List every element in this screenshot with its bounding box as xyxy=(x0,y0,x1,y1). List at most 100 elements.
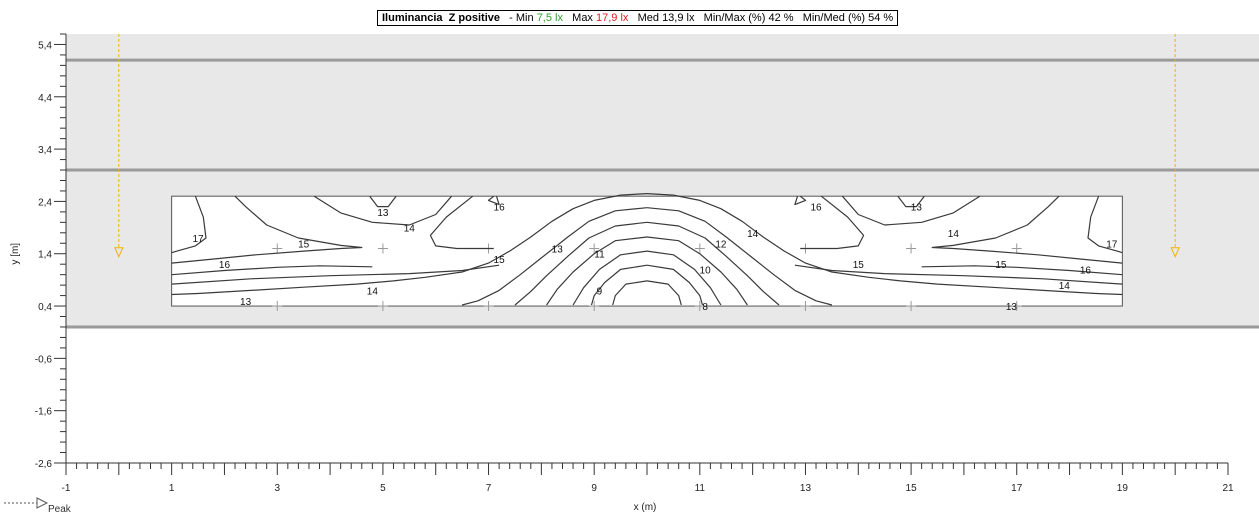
isoline xyxy=(921,265,1123,276)
isoline xyxy=(794,195,807,206)
isoline xyxy=(646,264,704,306)
x-axis-label: x (m) xyxy=(634,502,657,513)
x-tick-label: 13 xyxy=(800,483,812,494)
contour-label: 16 xyxy=(810,203,822,214)
grid-point-cross xyxy=(377,301,388,312)
contour-label: 9 xyxy=(597,286,603,297)
contour-label: 14 xyxy=(367,286,379,297)
contour-label: 13 xyxy=(1006,302,1018,313)
contour-label: 12 xyxy=(715,239,727,250)
contour-label: 15 xyxy=(995,260,1007,271)
isoline xyxy=(171,265,373,276)
y-tick-label: 4,4 xyxy=(38,93,52,104)
grid-point-cross xyxy=(906,243,917,254)
contour-label: 8 xyxy=(702,302,708,313)
y-tick-label: -1,6 xyxy=(35,407,53,418)
y-tick-label: -2,6 xyxy=(35,459,53,470)
y-tick-label: 2,4 xyxy=(38,197,52,208)
x-tick-label: 21 xyxy=(1222,483,1234,494)
illuminance-summary-header: Iluminancia Z positive - Min 7,5 lx Max … xyxy=(377,10,899,26)
isoline xyxy=(646,221,780,306)
grid-point-cross xyxy=(694,243,705,254)
luminaire-arrow-icon xyxy=(114,247,124,258)
y-tick-label: 1,4 xyxy=(38,250,52,261)
isoline xyxy=(1087,195,1123,254)
header-title: Iluminancia xyxy=(382,12,443,24)
minmed-label: Min/Med (%) xyxy=(802,12,866,24)
min-label: - Min xyxy=(509,12,534,24)
contour-label: 14 xyxy=(1059,281,1071,292)
grid-point-cross xyxy=(589,243,600,254)
isoline xyxy=(897,195,925,208)
isoline xyxy=(646,193,1123,296)
med-value: 13,9 lx xyxy=(662,12,695,24)
contour-label: 13 xyxy=(552,245,564,256)
grid-point-cross xyxy=(800,301,811,312)
max-value: 17,9 lx xyxy=(596,12,629,24)
peak-arrow-icon xyxy=(4,497,49,509)
grid-point-cross xyxy=(272,243,283,254)
contour-label: 13 xyxy=(240,297,252,308)
x-tick-label: 11 xyxy=(695,483,706,494)
contour-label: 13 xyxy=(377,208,389,219)
contour-label: 16 xyxy=(494,203,506,214)
isoline xyxy=(487,195,500,206)
minmax-value: 42 % xyxy=(768,12,794,24)
isoline xyxy=(171,264,500,285)
isoline xyxy=(171,195,207,254)
contour-label: 14 xyxy=(747,229,759,240)
y-tick-label: 0,4 xyxy=(38,302,52,313)
contour-label: 15 xyxy=(298,239,310,250)
grid-point-cross xyxy=(377,243,388,254)
x-tick-label: 15 xyxy=(906,483,918,494)
grid-point-cross xyxy=(589,301,600,312)
isoline xyxy=(590,264,648,306)
contour-label: 11 xyxy=(594,250,605,261)
header-plane: Z positive xyxy=(448,12,500,24)
minmed-value: 54 % xyxy=(868,12,894,24)
max-label: Max xyxy=(572,12,593,24)
contour-label: 16 xyxy=(1080,265,1092,276)
contour-label: 15 xyxy=(853,260,865,271)
contour-label: 17 xyxy=(1106,239,1118,250)
contour-label: 16 xyxy=(219,260,231,271)
isoline xyxy=(931,195,1123,264)
grid-point-cross xyxy=(1011,243,1022,254)
isoline xyxy=(794,264,1123,285)
x-tick-label: 1 xyxy=(169,483,175,494)
x-tick-label: 9 xyxy=(591,483,597,494)
isoline xyxy=(646,207,833,306)
grid-point-cross xyxy=(483,301,494,312)
med-label: Med xyxy=(637,12,659,24)
isoline xyxy=(572,250,648,306)
contour-label: 10 xyxy=(700,265,712,276)
y-tick-label: -0,6 xyxy=(35,354,53,365)
x-tick-label: 5 xyxy=(380,483,386,494)
isoline xyxy=(841,195,981,226)
isoline xyxy=(313,195,453,226)
grid-point-cross xyxy=(1011,301,1022,312)
isoline xyxy=(514,221,648,306)
x-tick-label: 7 xyxy=(486,483,492,494)
isoline xyxy=(646,250,722,306)
peak-legend: Peak xyxy=(4,497,71,515)
isoline xyxy=(429,195,494,250)
y-axis-label: y [m] xyxy=(10,243,21,265)
min-value: 7,5 lx xyxy=(536,12,563,24)
isoline xyxy=(612,280,648,306)
contour-label: 14 xyxy=(948,229,960,240)
x-tick-label: -1 xyxy=(62,483,71,494)
y-tick-label: 3,4 xyxy=(38,145,52,156)
x-tick-label: 19 xyxy=(1117,483,1129,494)
contour-label: 17 xyxy=(192,234,204,245)
isoline xyxy=(171,193,648,296)
contour-label: 14 xyxy=(404,224,416,235)
contour-label: 15 xyxy=(494,255,506,266)
isoline xyxy=(646,236,748,306)
x-tick-label: 3 xyxy=(274,483,280,494)
grid-point-cross xyxy=(694,301,705,312)
y-tick-label: 5,4 xyxy=(38,40,52,51)
isoline xyxy=(369,195,397,208)
grid-point-cross xyxy=(906,301,917,312)
